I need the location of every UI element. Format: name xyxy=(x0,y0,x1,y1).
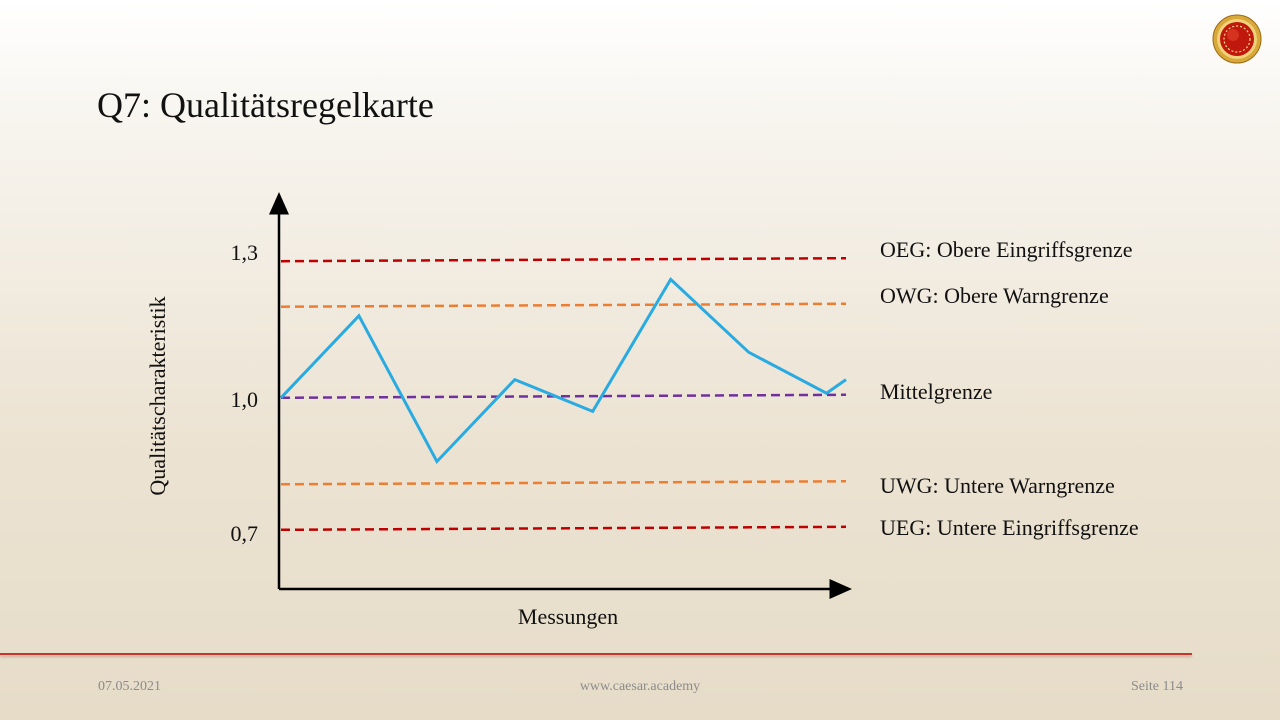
caesar-seal-logo xyxy=(1212,14,1262,64)
footer-page-number: Seite 114 xyxy=(1131,679,1183,694)
measurement-series-line xyxy=(279,277,847,465)
footer-divider xyxy=(0,653,1192,655)
limit-label-owg: OWG: Obere Warngrenze xyxy=(880,283,1109,308)
y-axis-label: Qualitätscharakteristik xyxy=(145,296,170,496)
oeg-limit-line xyxy=(280,256,847,263)
footer-date: 07.05.2021 xyxy=(98,679,161,694)
limit-label-uwg: UWG: Untere Warngrenze xyxy=(880,473,1115,498)
x-axis-label: Messungen xyxy=(517,604,619,629)
ueg-limit-line xyxy=(280,525,847,532)
uwg-limit-line xyxy=(280,480,847,486)
mittel-limit-line xyxy=(280,393,847,400)
slide-title: Q7: Qualitätsregelkarte xyxy=(97,85,434,125)
limit-label-oeg: OEG: Obere Eingriffsgrenze xyxy=(880,237,1133,262)
y-tick-label: 1,0 xyxy=(230,387,259,412)
footer-url[interactable]: www.caesar.academy xyxy=(579,679,701,694)
y-tick-label: 1,3 xyxy=(230,240,259,265)
limit-label-mittel: Mittelgrenze xyxy=(880,379,993,404)
limit-label-ueg: UEG: Untere Eingriffsgrenze xyxy=(880,515,1139,540)
y-tick-label: 0,7 xyxy=(230,521,259,546)
owg-limit-line xyxy=(280,302,847,308)
